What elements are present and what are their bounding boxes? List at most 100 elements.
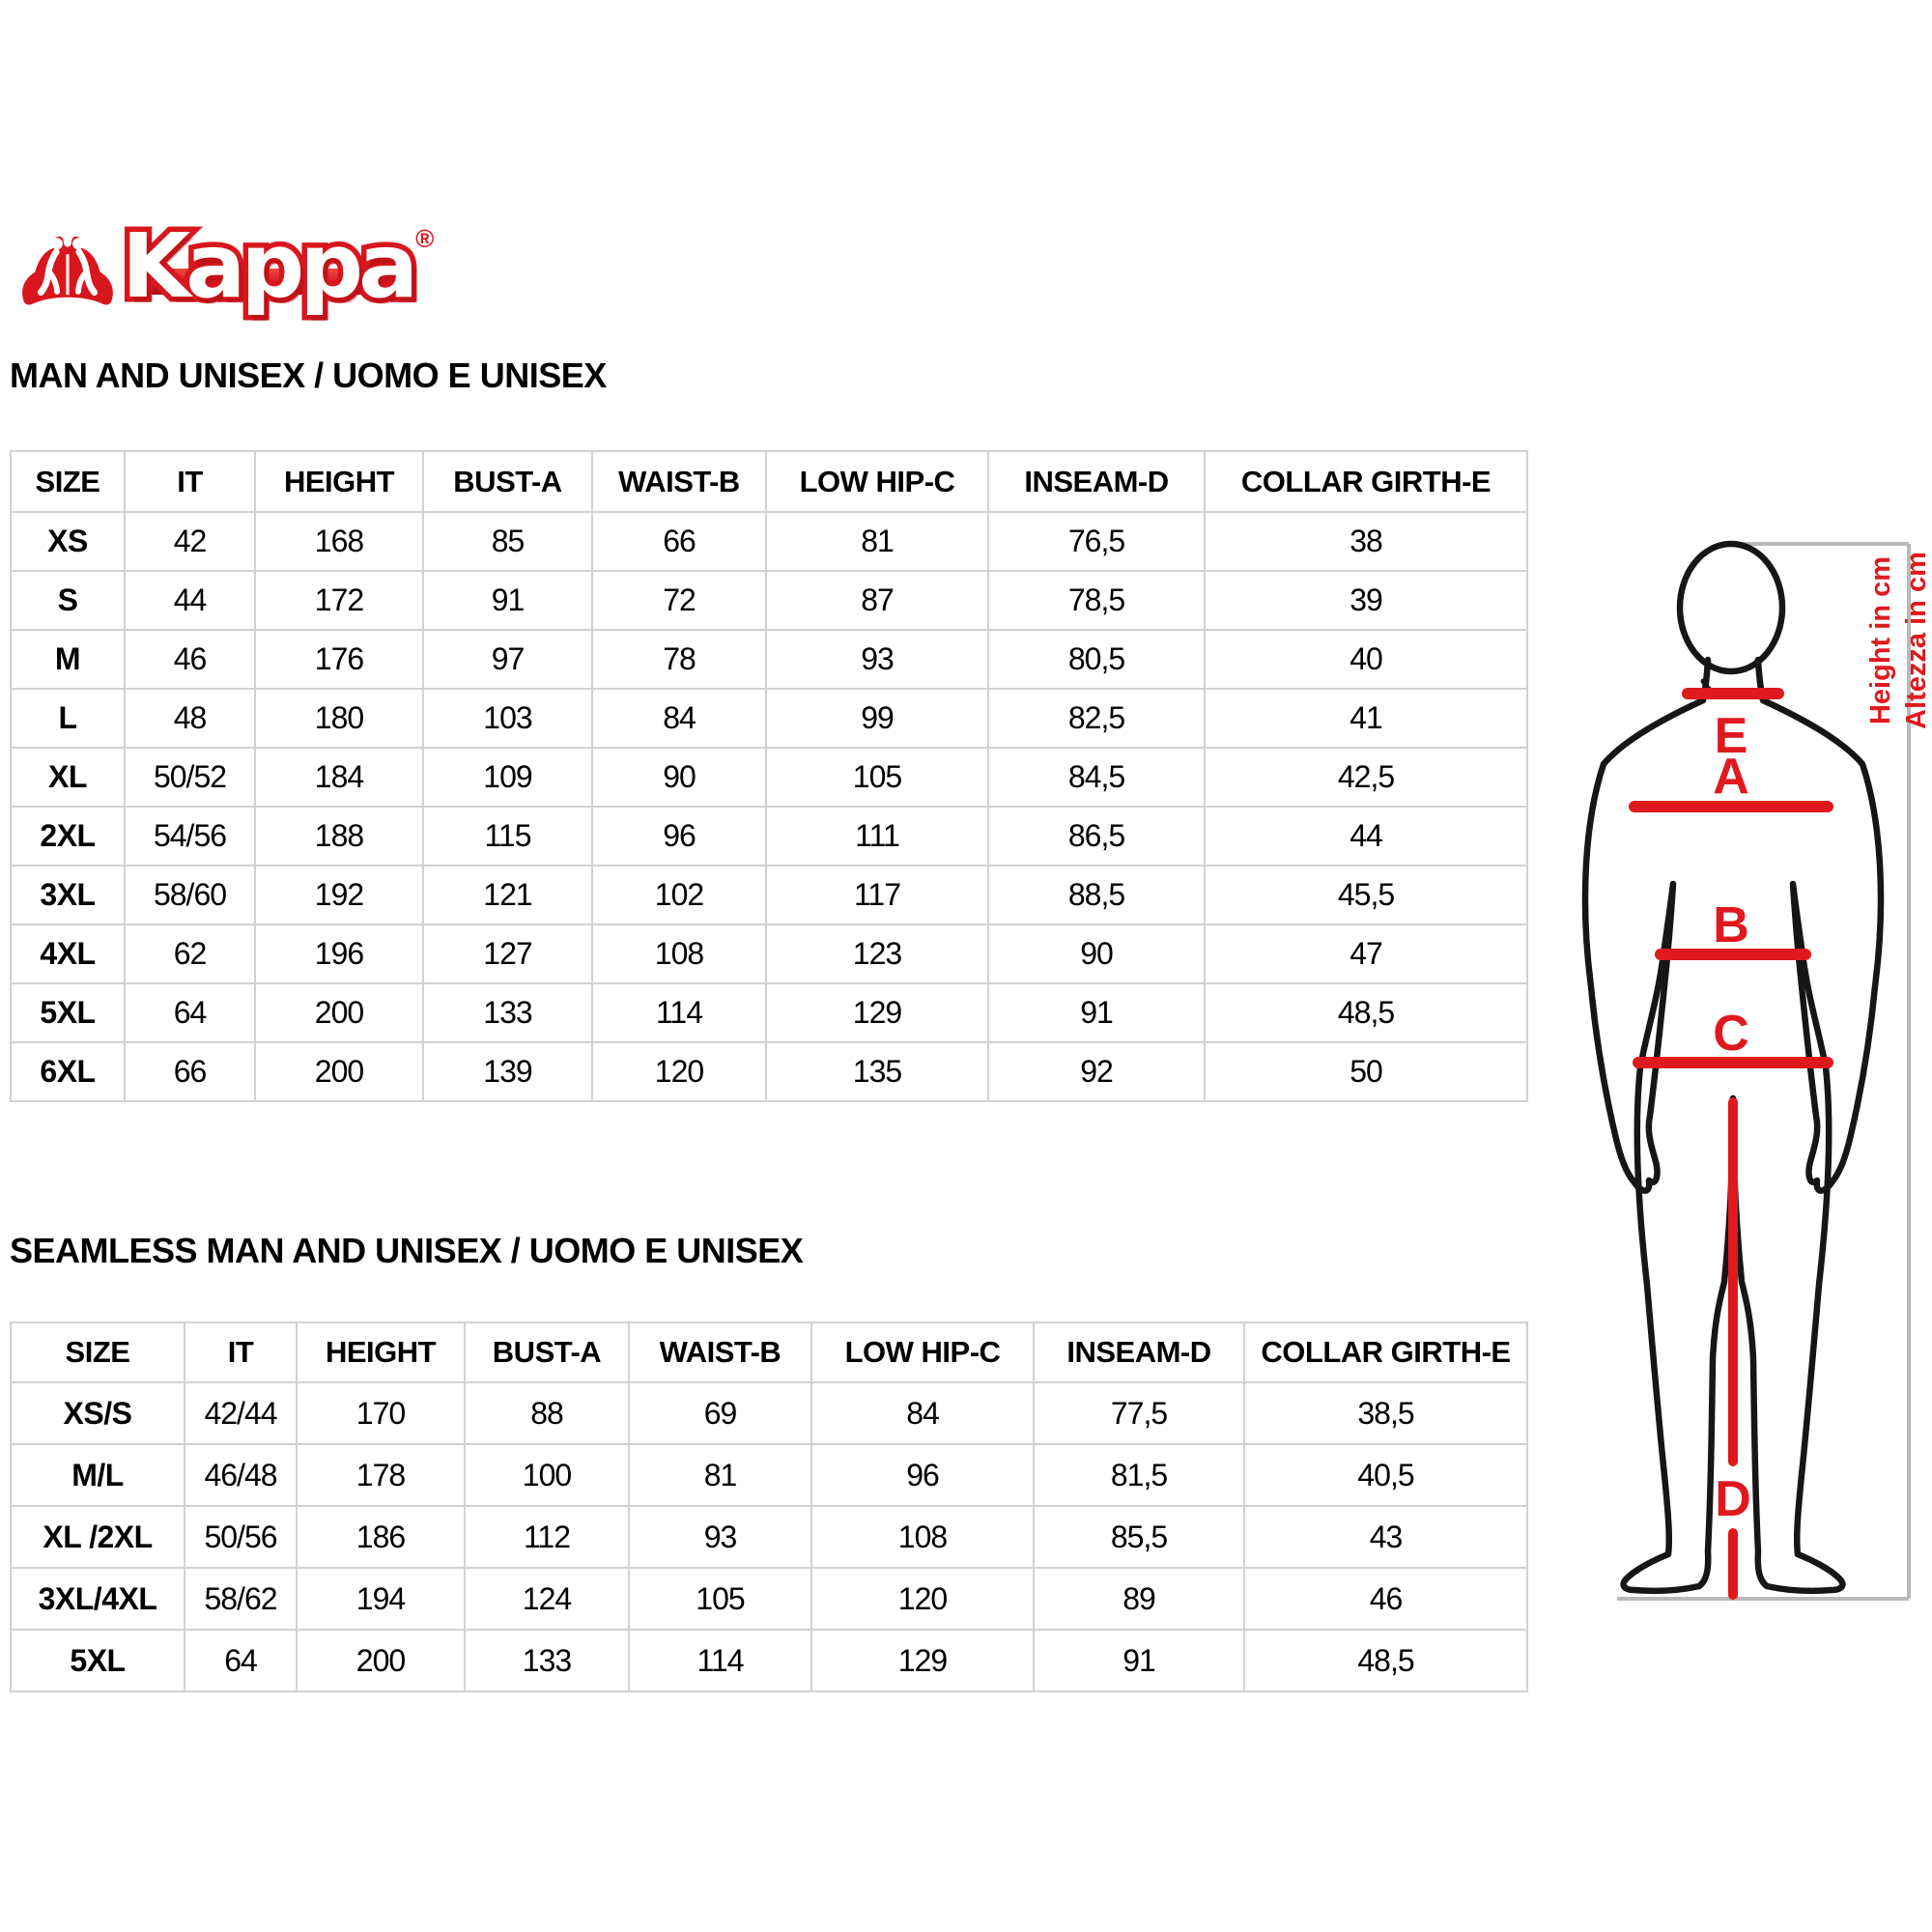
value-cell: 44: [124, 570, 256, 631]
size-cell: 4XL: [10, 923, 126, 984]
column-header: IT: [124, 450, 256, 513]
table-title-man-unisex: MAN AND UNISEX / UOMO E UNISEX: [10, 355, 607, 395]
value-cell: 85,5: [1033, 1505, 1245, 1569]
brand-text: Kappa: [116, 214, 423, 318]
registered-trademark: ®: [415, 224, 435, 253]
value-cell: 81: [765, 511, 989, 572]
value-cell: 48,5: [1204, 982, 1528, 1043]
value-cell: 129: [765, 982, 989, 1043]
value-cell: 87: [765, 570, 989, 631]
value-cell: 117: [765, 865, 989, 925]
value-cell: 62: [124, 923, 256, 984]
value-cell: 200: [296, 1629, 466, 1692]
column-header: LOW HIP-C: [810, 1321, 1035, 1383]
value-cell: 186: [296, 1505, 466, 1569]
table-header: SIZE IT HEIGHT BUST-A WAIST-B LOW HIP-C INSEAM…: [10, 1321, 1528, 1383]
table-row: XS/S 42/44 170 88 69 84 77,5 38,5: [10, 1381, 1528, 1445]
value-cell: 176: [254, 629, 424, 690]
value-cell: 194: [296, 1567, 466, 1631]
value-cell: 133: [422, 982, 593, 1043]
value-cell: 93: [628, 1505, 812, 1569]
value-cell: 127: [422, 923, 593, 984]
value-cell: 78,5: [987, 570, 1206, 631]
value-cell: 92: [987, 1041, 1206, 1102]
column-header: LOW HIP-C: [765, 450, 989, 513]
height-notes: Height in cm Altezza in cm: [1865, 552, 1932, 729]
value-cell: 133: [464, 1629, 630, 1692]
value-cell: 43: [1243, 1505, 1528, 1569]
value-cell: 180: [254, 688, 424, 749]
value-cell: 64: [184, 1629, 298, 1692]
body-outline: [1581, 540, 1881, 1591]
value-cell: 66: [124, 1041, 256, 1102]
value-cell: 46: [124, 629, 256, 690]
value-cell: 45,5: [1204, 865, 1528, 925]
column-header: BUST-A: [464, 1321, 630, 1383]
column-header: IT: [184, 1321, 298, 1383]
value-cell: 39: [1204, 570, 1528, 631]
height-note-it: Altezza in cm: [1901, 552, 1932, 729]
kappa-wordmark: Kappa®: [116, 216, 435, 323]
column-header: WAIST-B: [591, 450, 767, 513]
height-note-en: Height in cm: [1865, 556, 1896, 724]
value-cell: 47: [1204, 923, 1528, 984]
value-cell: 97: [422, 629, 593, 690]
value-cell: 115: [422, 806, 593, 867]
value-cell: 129: [810, 1629, 1035, 1692]
value-cell: 102: [591, 865, 767, 925]
value-cell: 88: [464, 1381, 630, 1445]
value-cell: 84: [591, 688, 767, 749]
size-cell: 3XL: [10, 865, 126, 925]
value-cell: 192: [254, 865, 424, 925]
column-header: HEIGHT: [296, 1321, 466, 1383]
table-row: M 46 176 97 78 93 80,5 40: [10, 629, 1528, 690]
table-body: XS/S 42/44 170 88 69 84 77,5 38,5 M/L 46/48 178 100…: [10, 1381, 1528, 1692]
value-cell: 96: [591, 806, 767, 867]
measurement-bars: [1629, 688, 1833, 1600]
value-cell: 172: [254, 570, 424, 631]
value-cell: 96: [810, 1443, 1035, 1507]
height-bracket: [1617, 542, 1911, 1601]
value-cell: 89: [1033, 1567, 1245, 1631]
column-header: INSEAM-D: [1033, 1321, 1245, 1383]
label-inseam-D: D: [1715, 1471, 1751, 1527]
table-body: XS 42 168 85 66 81 76,5 38 S 44 172 91 72 87 78,5 39 M 46…: [10, 511, 1528, 1102]
value-cell: 120: [591, 1041, 767, 1102]
column-header: BUST-A: [422, 450, 593, 513]
size-cell: 3XL/4XL: [10, 1567, 185, 1631]
column-header: WAIST-B: [628, 1321, 812, 1383]
value-cell: 40,5: [1243, 1443, 1528, 1507]
measurement-labels: E A B C D: [1713, 708, 1751, 1527]
value-cell: 170: [296, 1381, 466, 1445]
size-cell: 5XL: [10, 982, 126, 1043]
table-row: 3XL/4XL 58/62 194 124 105 120 89 46: [10, 1567, 1528, 1631]
value-cell: 105: [628, 1567, 812, 1631]
value-cell: 123: [765, 923, 989, 984]
size-cell: XS: [10, 511, 126, 572]
size-cell: L: [10, 688, 126, 749]
value-cell: 124: [464, 1567, 630, 1631]
value-cell: 50/52: [124, 747, 256, 808]
seamless-size-table: SIZE IT HEIGHT BUST-A WAIST-B LOW HIP-C INSEAM…: [10, 1321, 1528, 1692]
table-row: XS 42 168 85 66 81 76,5 38: [10, 511, 1528, 572]
value-cell: 121: [422, 865, 593, 925]
value-cell: 38: [1204, 511, 1528, 572]
column-header: INSEAM-D: [987, 450, 1206, 513]
value-cell: 108: [591, 923, 767, 984]
size-cell: S: [10, 570, 126, 631]
value-cell: 40: [1204, 629, 1528, 690]
table-row: 5XL 64 200 133 114 129 91 48,5: [10, 982, 1528, 1043]
value-cell: 91: [987, 982, 1206, 1043]
value-cell: 90: [987, 923, 1206, 984]
value-cell: 41: [1204, 688, 1528, 749]
value-cell: 38,5: [1243, 1381, 1528, 1445]
column-header: SIZE: [10, 1321, 185, 1383]
value-cell: 50: [1204, 1041, 1528, 1102]
value-cell: 44: [1204, 806, 1528, 867]
value-cell: 80,5: [987, 629, 1206, 690]
size-cell: XL: [10, 747, 126, 808]
size-cell: 5XL: [10, 1629, 185, 1692]
size-cell: M/L: [10, 1443, 185, 1507]
table-row: 6XL 66 200 139 120 135 92 50: [10, 1041, 1528, 1102]
value-cell: 46/48: [184, 1443, 298, 1507]
